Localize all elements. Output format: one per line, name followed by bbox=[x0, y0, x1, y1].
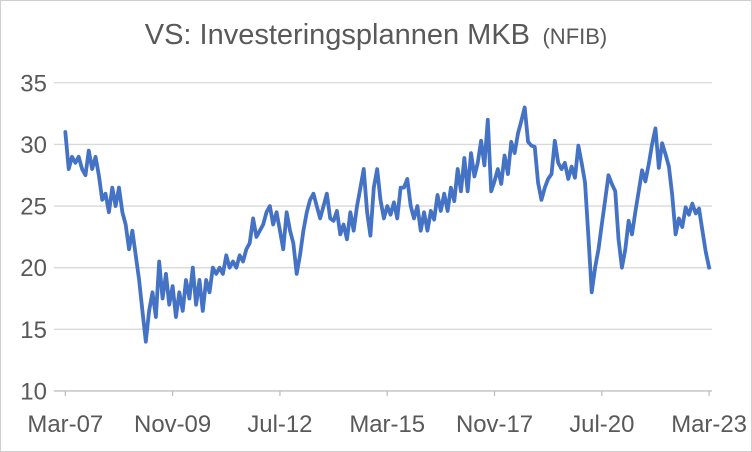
y-axis-label: 10 bbox=[20, 378, 47, 405]
chart-title: VS: Investeringsplannen MKB (NFIB) bbox=[1, 19, 751, 52]
chart-title-suffix: (NFIB) bbox=[542, 24, 608, 49]
x-axis-label: Mar-23 bbox=[671, 411, 747, 438]
y-axis-label: 15 bbox=[20, 317, 47, 344]
x-axis-label: Mar-07 bbox=[27, 411, 103, 438]
data-line-series bbox=[63, 105, 711, 344]
y-axis-label: 35 bbox=[20, 70, 47, 97]
x-axis-label: Nov-09 bbox=[134, 411, 211, 438]
chart-title-main: VS: Investeringsplannen MKB bbox=[144, 19, 531, 51]
y-axis-label: 30 bbox=[20, 132, 47, 159]
y-axis-label: 25 bbox=[20, 194, 47, 221]
x-axis-label: Jul-12 bbox=[247, 411, 312, 438]
x-axis-label: Nov-17 bbox=[456, 411, 533, 438]
x-axis-label: Mar-15 bbox=[349, 411, 425, 438]
y-axis-label: 20 bbox=[20, 255, 47, 282]
x-axis-label: Jul-20 bbox=[569, 411, 634, 438]
